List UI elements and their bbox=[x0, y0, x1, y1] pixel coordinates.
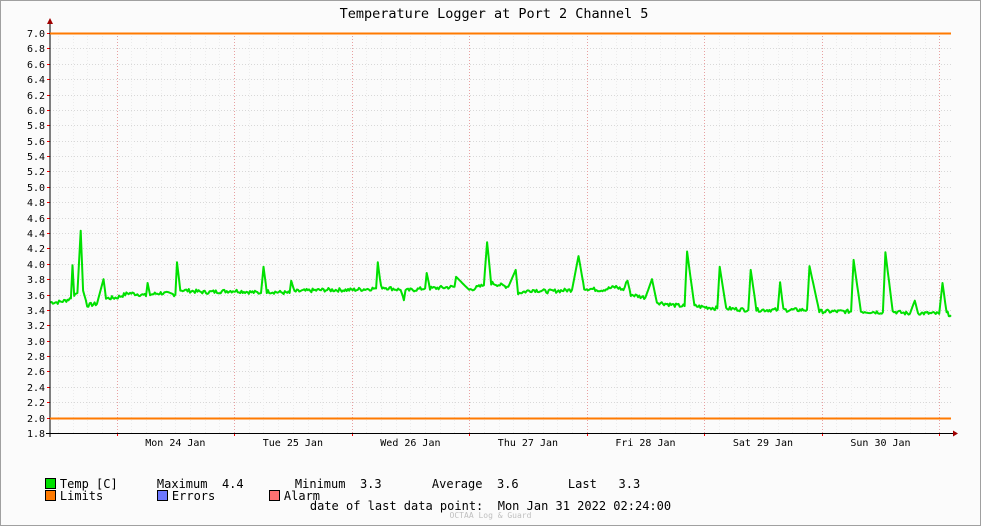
y-tick-label: 3.0 bbox=[27, 337, 45, 348]
y-axis-arrow-icon bbox=[47, 18, 53, 24]
y-tick-label: 6.8 bbox=[27, 44, 45, 55]
legend-errors: Errors bbox=[128, 475, 215, 517]
y-tick-label: 6.0 bbox=[27, 106, 45, 117]
legend-temp: Temp [C] bbox=[16, 463, 118, 505]
legend-maximum: Maximum 4.4 bbox=[128, 463, 244, 505]
y-tick-label: 4.2 bbox=[27, 244, 45, 255]
alarm-swatch-icon bbox=[268, 490, 280, 501]
y-tick-label: 3.2 bbox=[27, 321, 45, 332]
y-tick-label: 2.6 bbox=[27, 367, 45, 378]
legend-alarm: Alarm bbox=[240, 475, 320, 517]
legend-average-label: Average bbox=[431, 477, 483, 491]
y-tick-label: 6.2 bbox=[27, 91, 45, 102]
x-tick-label: Thu 27 Jan bbox=[498, 438, 558, 449]
limit-lines bbox=[50, 32, 951, 420]
legend-average-value: 3.6 bbox=[496, 477, 519, 491]
legend-last-value: 3.3 bbox=[618, 477, 641, 491]
y-tick-label: 4.0 bbox=[27, 260, 45, 271]
legend-minimum-value: 3.3 bbox=[359, 477, 382, 491]
y-tick-label: 2.4 bbox=[27, 383, 45, 394]
legend-maximum-value: 4.4 bbox=[221, 477, 244, 491]
legend-last: Last 3.3 bbox=[539, 463, 640, 505]
y-tick-label: 5.8 bbox=[27, 121, 45, 132]
y-tick-label: 5.4 bbox=[27, 152, 45, 163]
y-tick-label: 6.4 bbox=[27, 75, 45, 86]
legend-maximum-label: Maximum bbox=[156, 477, 208, 491]
y-tick-label: 1.8 bbox=[27, 429, 45, 440]
limits-swatch-icon bbox=[44, 490, 56, 501]
x-tick-label: Sat 29 Jan bbox=[733, 438, 793, 449]
x-axis-arrow-icon bbox=[953, 430, 958, 437]
legend-last-label: Last bbox=[567, 477, 597, 491]
legend-average: Average 3.6 bbox=[403, 463, 519, 505]
temp-swatch-icon bbox=[44, 478, 56, 489]
y-tick-label: 4.6 bbox=[27, 214, 45, 225]
y-tick-label: 4.4 bbox=[27, 229, 45, 240]
y-tick-label: 3.6 bbox=[27, 291, 45, 302]
legend-temp-label: Temp [C] bbox=[59, 477, 118, 491]
x-tick-label: Fri 28 Jan bbox=[615, 438, 675, 449]
x-tick-label: Wed 26 Jan bbox=[380, 438, 440, 449]
y-tick-label: 5.0 bbox=[27, 183, 45, 194]
x-tick-labels: Mon 24 Jan Tue 25 Jan Wed 26 Jan Thu 27 Jan… bbox=[145, 438, 910, 449]
legend-minimum-label: Minimum bbox=[294, 477, 346, 491]
legend-limits: Limits bbox=[16, 475, 103, 517]
y-tick-label: 2.8 bbox=[27, 352, 45, 363]
y-tick-label: 6.6 bbox=[27, 60, 45, 71]
y-tick-label: 2.0 bbox=[27, 414, 45, 425]
last-data-point: date of last data point: Mon Jan 31 2022… bbox=[309, 499, 672, 513]
y-tick-label: 7.0 bbox=[27, 29, 45, 40]
y-tick-label: 3.8 bbox=[27, 275, 45, 286]
series-layer bbox=[50, 229, 952, 318]
legend-limits-label: Limits bbox=[59, 489, 104, 503]
legend-errors-label: Errors bbox=[171, 489, 216, 503]
y-tick-label: 4.8 bbox=[27, 198, 45, 209]
x-tick-label: Mon 24 Jan bbox=[145, 438, 205, 449]
legend-minimum: Minimum 3.3 bbox=[266, 463, 382, 505]
series-line-temp bbox=[50, 229, 952, 318]
y-tick-label: 5.6 bbox=[27, 137, 45, 148]
y-tick-label: 5.2 bbox=[27, 167, 45, 178]
axes bbox=[46, 18, 958, 437]
x-tick-label: Sun 30 Jan bbox=[850, 438, 910, 449]
credit-watermark: OCTAA Log & Guard bbox=[449, 511, 532, 520]
y-tick-labels: 1.8 2.0 2.2 2.4 2.6 2.8 3.0 3.2 3.4 3.6 3.8 4.0 4.2 4… bbox=[27, 29, 45, 440]
y-tick-label: 2.2 bbox=[27, 398, 45, 409]
legend-alarm-label: Alarm bbox=[283, 489, 321, 503]
errors-swatch-icon bbox=[156, 490, 168, 501]
x-tick-label: Tue 25 Jan bbox=[263, 438, 323, 449]
y-tick-label: 3.4 bbox=[27, 306, 45, 317]
chart-title: Temperature Logger at Port 2 Channel 5 bbox=[340, 6, 649, 22]
